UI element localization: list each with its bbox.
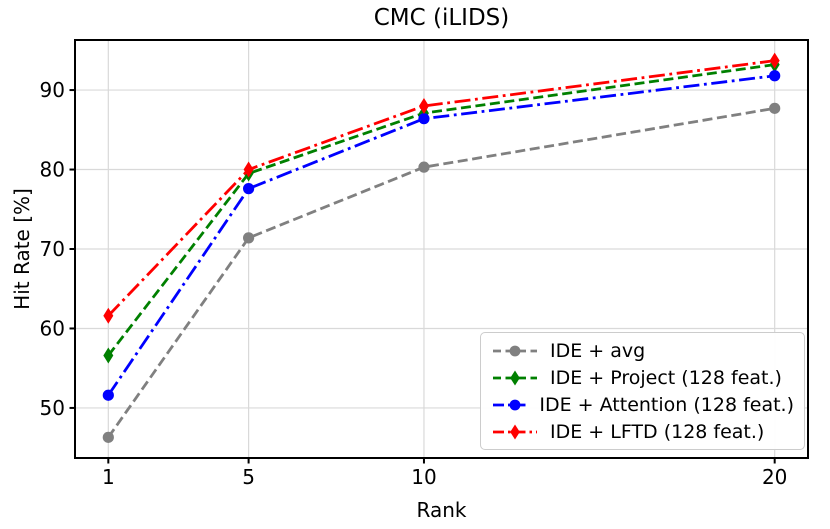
y-axis-label: Hit Rate [%] — [10, 188, 34, 310]
legend-item: IDE + LFTD (128 feat.) — [491, 418, 794, 445]
series-marker-circle — [102, 431, 114, 443]
legend-swatch-attention — [493, 399, 529, 410]
series-line — [107, 63, 775, 357]
series-marker-circle — [509, 399, 521, 410]
series-marker-circle — [769, 70, 781, 82]
x-axis-label: Rank — [416, 498, 467, 522]
series-marker-diamond — [243, 161, 254, 178]
chart-title: CMC (iLIDS) — [373, 5, 510, 31]
series-marker-diamond — [510, 424, 520, 439]
series-line — [107, 59, 775, 317]
legend-item-label: IDE + LFTD (128 feat.) — [550, 420, 765, 443]
legend-item: IDE + Project (128 feat.) — [491, 364, 794, 391]
series-marker-circle — [418, 161, 430, 173]
x-tick-label: 10 — [411, 465, 436, 489]
series-marker-circle — [509, 345, 521, 356]
series-3 — [103, 52, 780, 324]
series-marker-diamond — [103, 307, 114, 324]
y-tick-label: 90 — [40, 78, 65, 102]
series-marker-diamond — [769, 52, 780, 69]
legend-item: IDE + avg — [491, 337, 794, 364]
series-marker-circle — [769, 102, 781, 114]
legend-swatch-project — [493, 370, 537, 385]
series-marker-circle — [418, 113, 430, 125]
series-2 — [102, 70, 781, 401]
series-marker-circle — [243, 232, 255, 244]
series-marker-diamond — [418, 97, 429, 114]
axes-spines — [74, 39, 809, 459]
series-marker-circle — [102, 389, 114, 401]
legend: IDE + avg IDE + Project (128 feat.) IDE … — [480, 332, 805, 450]
legend-swatch-avg — [493, 345, 537, 356]
legend-item: IDE + Attention (128 feat.) — [491, 391, 794, 418]
series-marker-diamond — [103, 347, 114, 364]
x-tick-label: 1 — [102, 465, 115, 489]
y-tick-label: 50 — [40, 396, 65, 420]
x-tick-label: 20 — [762, 465, 787, 489]
series-marker-diamond — [510, 370, 520, 385]
series-line — [107, 106, 775, 439]
y-tick-label: 70 — [40, 237, 65, 261]
series-marker-circle — [243, 183, 255, 195]
series-0 — [102, 102, 781, 443]
y-tick-label: 80 — [40, 158, 65, 182]
legend-item-label: IDE + Project (128 feat.) — [550, 366, 782, 389]
y-tick-label: 60 — [40, 316, 65, 340]
legend-swatch-lftd — [493, 424, 537, 439]
x-tick-label: 5 — [242, 465, 255, 489]
series-line — [107, 74, 775, 397]
legend-item-label: IDE + avg — [550, 339, 646, 362]
legend-item-label: IDE + Attention (128 feat.) — [539, 393, 794, 416]
